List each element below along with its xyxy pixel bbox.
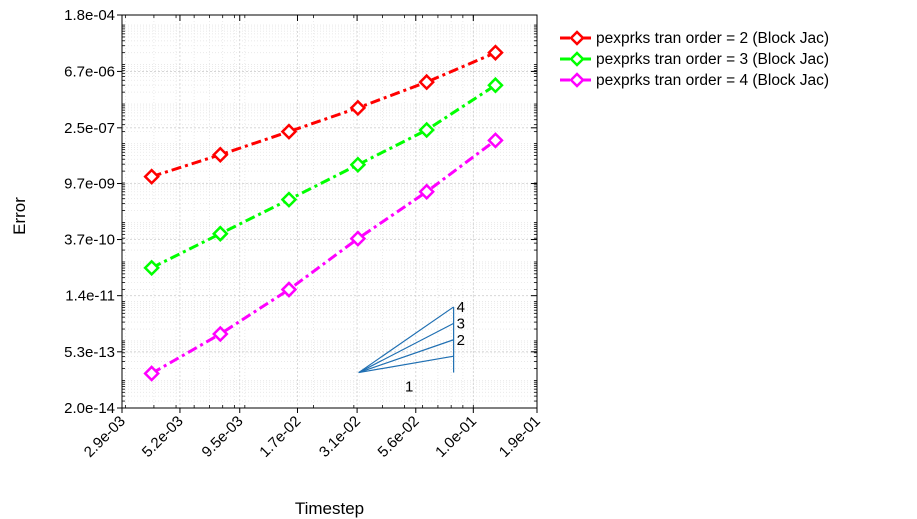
x-tick-labels: 2.9e-03 5.2e-03 9.5e-03 1.7e-02 3.1e-02 5.6e-… — [81, 413, 544, 461]
series-2-point — [349, 156, 367, 174]
y-tick-label: 9.7e-09 — [64, 176, 115, 193]
series-3-point — [487, 132, 504, 149]
slope-triangle: 1 234 — [358, 299, 465, 396]
series-lines — [150, 51, 497, 375]
series-2-point — [143, 259, 160, 277]
series-3-point — [280, 281, 298, 298]
y-axis-label: Error — [10, 197, 29, 235]
y-tick-label: 1.8e-04 — [64, 7, 115, 24]
series-1-point — [212, 146, 229, 164]
legend-label: pexprks tran order = 2 (Block Jac) — [596, 30, 829, 47]
series-2-point — [212, 225, 229, 242]
x-axis-label: Timestep — [295, 499, 364, 518]
series-line-2 — [150, 83, 497, 270]
legend: pexprks tran order = 2 (Block Jac) pexprk… — [560, 30, 829, 89]
slope-label-3: 3 — [457, 315, 465, 332]
legend-label: pexprks tran order = 4 (Block Jac) — [596, 72, 829, 89]
y-tick-label: 1.4e-11 — [65, 288, 115, 305]
x-tick-label: 1.7e-02 — [256, 413, 304, 461]
series-3-point — [418, 183, 435, 201]
series-line-3 — [150, 139, 497, 375]
x-tick-label: 1.0e-01 — [432, 413, 480, 461]
series-1-point — [143, 168, 160, 185]
series-1-point — [418, 73, 435, 91]
ticks — [117, 14, 538, 413]
plot-frame — [121, 14, 538, 409]
series-3-point — [143, 365, 160, 382]
slope-label-2: 2 — [457, 332, 465, 349]
slope-line-1 — [358, 355, 454, 374]
series-1-point — [487, 44, 504, 61]
x-tick-label: 5.2e-03 — [139, 413, 187, 461]
y-tick-label: 3.7e-10 — [64, 232, 115, 249]
legend-label: pexprks tran order = 3 (Block Jac) — [596, 51, 829, 68]
x-tick-label: 2.9e-03 — [81, 413, 129, 461]
series-2-point — [418, 121, 435, 139]
legend-marker — [569, 51, 585, 67]
series-2-point — [280, 191, 298, 208]
series-2-point — [487, 76, 504, 94]
slope-label-4: 4 — [457, 299, 465, 316]
grid — [121, 14, 538, 409]
y-tick-label: 2.5e-07 — [64, 120, 115, 137]
series-markers — [143, 44, 504, 382]
series-3-point — [212, 325, 229, 343]
series-1-point — [349, 99, 367, 117]
series-line-1 — [151, 51, 497, 179]
x-tick-label: 3.1e-02 — [316, 413, 364, 461]
series-1-point — [280, 123, 298, 140]
legend-marker — [569, 30, 585, 46]
y-tick-label: 6.7e-06 — [64, 63, 115, 80]
series-3-point — [349, 230, 367, 247]
slope-line-3 — [358, 322, 454, 374]
slope-label-1: 1 — [405, 379, 413, 396]
slope-line-4 — [358, 306, 454, 374]
y-tick-label: 2.0e-14 — [64, 400, 115, 417]
y-tick-label: 5.3e-13 — [64, 344, 115, 361]
slope-line-2 — [358, 339, 454, 374]
legend-marker — [569, 72, 585, 88]
x-tick-label: 9.5e-03 — [199, 413, 247, 461]
x-tick-label: 1.9e-01 — [496, 413, 544, 461]
y-tick-labels: 2.0e-14 5.3e-13 1.4e-11 3.7e-10 9.7e-09 2.5e-… — [64, 7, 115, 417]
x-tick-label: 5.6e-02 — [375, 413, 423, 461]
